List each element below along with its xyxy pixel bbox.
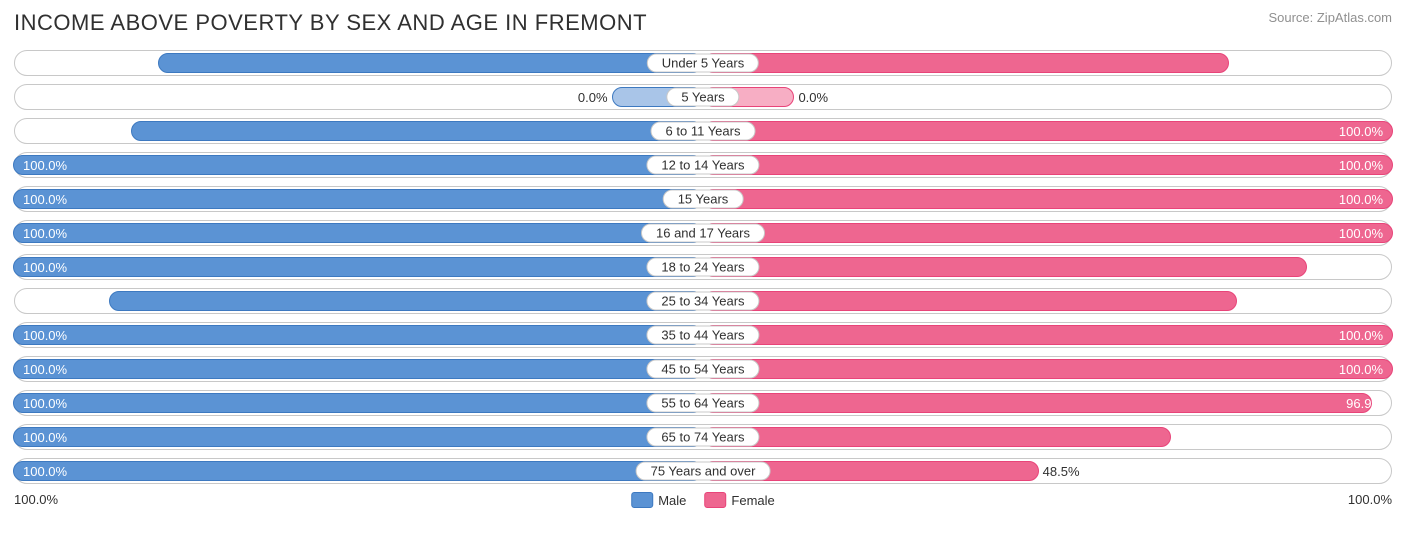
category-label: 35 to 44 Years (646, 326, 759, 345)
chart-container: INCOME ABOVE POVERTY BY SEX AND AGE IN F… (0, 0, 1406, 559)
male-value: 100.0% (23, 221, 67, 245)
male-value: 100.0% (23, 391, 67, 415)
male-bar (13, 155, 703, 175)
female-value: 48.5% (1043, 459, 1080, 483)
male-value: 82.8% (23, 119, 60, 143)
female-value: 100.0% (1339, 323, 1383, 347)
category-label: 6 to 11 Years (651, 122, 756, 141)
female-bar (703, 223, 1393, 243)
chart-source: Source: ZipAtlas.com (1268, 10, 1392, 25)
male-value: 100.0% (23, 323, 67, 347)
female-value: 87.5% (1346, 255, 1383, 279)
male-value: 100.0% (23, 153, 67, 177)
legend-male-label: Male (658, 493, 686, 508)
legend-male: Male (631, 492, 686, 508)
axis-left-label: 100.0% (14, 492, 58, 507)
female-bar (703, 155, 1393, 175)
chart-row: 100.0% 96.9% 55 to 64 Years (14, 390, 1392, 416)
chart-row: 86.1% 77.3% 25 to 34 Years (14, 288, 1392, 314)
legend-female: Female (704, 492, 774, 508)
female-value: 100.0% (1339, 187, 1383, 211)
female-value: 100.0% (1339, 119, 1383, 143)
chart-body: 78.9% 76.2% Under 5 Years 0.0% 0.0% 5 Years 82… (14, 50, 1392, 484)
male-bar (13, 223, 703, 243)
chart-row: 0.0% 0.0% 5 Years (14, 84, 1392, 110)
legend: Male Female (631, 492, 775, 508)
chart-row: 100.0% 67.7% 65 to 74 Years (14, 424, 1392, 450)
category-label: 16 and 17 Years (641, 224, 765, 243)
male-bar (13, 461, 703, 481)
category-label: 45 to 54 Years (646, 360, 759, 379)
male-value: 100.0% (23, 459, 67, 483)
female-value: 100.0% (1339, 357, 1383, 381)
chart-row: 100.0% 100.0% 45 to 54 Years (14, 356, 1392, 382)
male-value: 0.0% (578, 85, 608, 109)
male-bar (131, 121, 703, 141)
male-value: 86.1% (23, 289, 60, 313)
category-label: 75 Years and over (636, 462, 771, 481)
chart-row: 100.0% 87.5% 18 to 24 Years (14, 254, 1392, 280)
axis-row: 100.0% Male Female 100.0% (14, 492, 1392, 507)
axis-right-label: 100.0% (1348, 492, 1392, 507)
female-bar (703, 257, 1307, 277)
category-label: 65 to 74 Years (646, 428, 759, 447)
chart-row: 100.0% 100.0% 35 to 44 Years (14, 322, 1392, 348)
male-value: 100.0% (23, 255, 67, 279)
male-bar (13, 393, 703, 413)
legend-female-swatch (704, 492, 726, 508)
female-bar (703, 359, 1393, 379)
chart-row: 100.0% 100.0% 15 Years (14, 186, 1392, 212)
chart-row: 78.9% 76.2% Under 5 Years (14, 50, 1392, 76)
legend-female-label: Female (731, 493, 774, 508)
chart-row: 82.8% 100.0% 6 to 11 Years (14, 118, 1392, 144)
category-label: 55 to 64 Years (646, 394, 759, 413)
female-value: 77.3% (1346, 289, 1383, 313)
male-value: 100.0% (23, 357, 67, 381)
female-value: 100.0% (1339, 221, 1383, 245)
category-label: 18 to 24 Years (646, 258, 759, 277)
female-bar (703, 189, 1393, 209)
category-label: 15 Years (663, 190, 744, 209)
male-bar (13, 325, 703, 345)
female-bar (703, 393, 1372, 413)
chart-row: 100.0% 100.0% 16 and 17 Years (14, 220, 1392, 246)
female-bar (703, 53, 1229, 73)
male-bar (13, 189, 703, 209)
female-bar (703, 291, 1237, 311)
category-label: Under 5 Years (647, 54, 759, 73)
female-value: 100.0% (1339, 153, 1383, 177)
male-bar (109, 291, 703, 311)
male-bar (13, 257, 703, 277)
category-label: 25 to 34 Years (646, 292, 759, 311)
male-bar (13, 427, 703, 447)
chart-title: INCOME ABOVE POVERTY BY SEX AND AGE IN F… (14, 10, 647, 36)
male-value: 78.9% (23, 51, 60, 75)
female-bar (703, 427, 1171, 447)
category-label: 5 Years (666, 88, 739, 107)
chart-row: 100.0% 100.0% 12 to 14 Years (14, 152, 1392, 178)
category-label: 12 to 14 Years (646, 156, 759, 175)
male-bar (13, 359, 703, 379)
male-bar (158, 53, 703, 73)
male-value: 100.0% (23, 187, 67, 211)
female-bar (703, 325, 1393, 345)
chart-header: INCOME ABOVE POVERTY BY SEX AND AGE IN F… (14, 10, 1392, 36)
female-bar (703, 121, 1393, 141)
female-value: 76.2% (1346, 51, 1383, 75)
male-value: 100.0% (23, 425, 67, 449)
female-value: 67.7% (1346, 425, 1383, 449)
female-value: 0.0% (798, 85, 828, 109)
legend-male-swatch (631, 492, 653, 508)
chart-row: 100.0% 48.5% 75 Years and over (14, 458, 1392, 484)
female-value: 96.9% (1346, 391, 1383, 415)
